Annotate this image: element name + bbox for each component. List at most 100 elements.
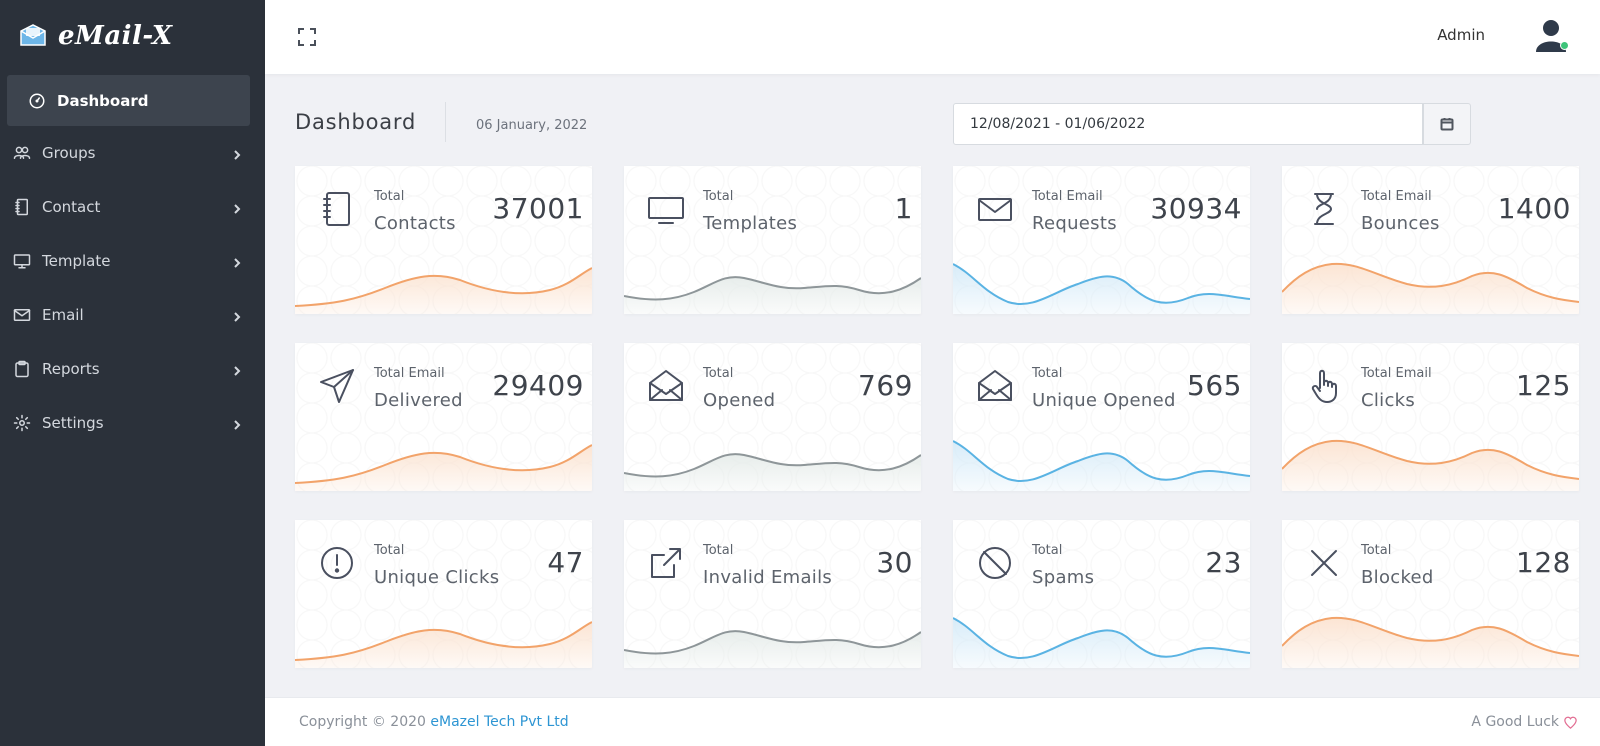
card-wave bbox=[1282, 439, 1579, 491]
envelope-icon bbox=[12, 305, 32, 325]
pointer-hand-icon bbox=[1304, 363, 1344, 409]
sidebar-item-settings[interactable]: Settings bbox=[0, 396, 265, 450]
sidebar-item-label: Groups bbox=[42, 144, 96, 162]
card-wave bbox=[624, 630, 921, 668]
external-link-icon bbox=[646, 540, 686, 586]
card-wave bbox=[624, 276, 921, 314]
logo-envelope-icon bbox=[20, 24, 46, 46]
card-caption: Total bbox=[374, 543, 405, 558]
stat-card-unique-clicks[interactable]: Total Unique Clicks 47 bbox=[295, 520, 592, 668]
stat-card-unique-opened[interactable]: Total Unique Opened 565 bbox=[953, 343, 1250, 491]
card-wave bbox=[624, 453, 921, 491]
card-value: 23 bbox=[1205, 546, 1242, 579]
stat-card-bounces[interactable]: Total Email Bounces 1400 bbox=[1282, 166, 1579, 314]
sidebar-item-dashboard[interactable]: Dashboard bbox=[7, 75, 250, 126]
card-caption: Total bbox=[703, 543, 734, 558]
calendar-button[interactable] bbox=[1423, 103, 1471, 145]
sidebar: eMail-X Dashboard Groups Contact bbox=[0, 0, 265, 746]
company-link[interactable]: eMazel Tech Pvt Ltd bbox=[430, 714, 569, 730]
card-wave bbox=[1282, 262, 1579, 314]
card-label: Requests bbox=[1032, 213, 1117, 234]
sidebar-item-groups[interactable]: Groups bbox=[0, 126, 265, 180]
card-value: 125 bbox=[1516, 369, 1571, 402]
stat-card-templates[interactable]: Total Templates 1 bbox=[624, 166, 921, 314]
sidebar-item-template[interactable]: Template bbox=[0, 234, 265, 288]
footer-right-text: A Good Luck bbox=[1471, 714, 1559, 730]
stat-card-contacts[interactable]: Total Contacts 37001 bbox=[295, 166, 592, 314]
chevron-right-icon bbox=[231, 363, 243, 376]
stat-card-clicks[interactable]: Total Email Clicks 125 bbox=[1282, 343, 1579, 491]
sidebar-item-label: Template bbox=[42, 252, 111, 270]
card-value: 1 bbox=[894, 192, 913, 225]
card-label: Contacts bbox=[374, 213, 456, 234]
sidebar-item-contact[interactable]: Contact bbox=[0, 180, 265, 234]
stat-card-blocked[interactable]: Total Blocked 128 bbox=[1282, 520, 1579, 668]
footer: Copyright © 2020 eMazel Tech Pvt Ltd A G… bbox=[265, 697, 1600, 746]
open-envelope-icon bbox=[975, 363, 1015, 409]
app-name: eMail-X bbox=[58, 21, 173, 51]
sidebar-nav: Dashboard Groups Contact Template bbox=[0, 75, 265, 450]
card-label: Bounces bbox=[1361, 213, 1440, 234]
card-caption: Total bbox=[703, 366, 734, 381]
card-wave bbox=[953, 263, 1250, 314]
card-label: Invalid Emails bbox=[703, 567, 833, 588]
card-wave bbox=[953, 440, 1250, 491]
copyright-text: Copyright © 2020 bbox=[299, 714, 431, 730]
card-caption: Total Email bbox=[1032, 189, 1103, 204]
date-range-input[interactable]: 12/08/2021 - 01/06/2022 bbox=[953, 103, 1423, 145]
fullscreen-icon[interactable] bbox=[297, 27, 317, 47]
avatar[interactable] bbox=[1532, 16, 1570, 54]
chevron-right-icon bbox=[231, 417, 243, 430]
open-envelope-icon bbox=[646, 363, 686, 409]
card-wave bbox=[295, 267, 592, 314]
gear-icon bbox=[12, 413, 32, 433]
app-logo[interactable]: eMail-X bbox=[0, 0, 265, 72]
user-name[interactable]: Admin bbox=[1437, 26, 1485, 44]
sidebar-item-reports[interactable]: Reports bbox=[0, 342, 265, 396]
sidebar-item-label: Reports bbox=[42, 360, 100, 378]
stat-card-opened[interactable]: Total Opened 769 bbox=[624, 343, 921, 491]
stat-card-delivered[interactable]: Total Email Delivered 29409 bbox=[295, 343, 592, 491]
stat-card-spams[interactable]: Total Spams 23 bbox=[953, 520, 1250, 668]
card-caption: Total bbox=[1361, 543, 1392, 558]
card-value: 47 bbox=[547, 546, 584, 579]
heart-icon bbox=[1564, 716, 1577, 729]
card-caption: Total bbox=[703, 189, 734, 204]
user-avatar-icon bbox=[1536, 20, 1566, 52]
notebook-icon bbox=[12, 197, 32, 217]
card-value: 769 bbox=[858, 369, 913, 402]
users-icon bbox=[12, 143, 32, 163]
card-value: 128 bbox=[1516, 546, 1571, 579]
sidebar-item-label: Dashboard bbox=[57, 91, 149, 110]
chevron-right-icon bbox=[231, 201, 243, 214]
page-title: Dashboard bbox=[295, 110, 417, 134]
card-label: Unique Clicks bbox=[374, 567, 500, 588]
sidebar-item-label: Contact bbox=[42, 198, 101, 216]
sidebar-item-label: Settings bbox=[42, 414, 104, 432]
card-caption: Total bbox=[1032, 366, 1063, 381]
topbar: Admin bbox=[265, 0, 1600, 74]
stat-card-invalid-emails[interactable]: Total Invalid Emails 30 bbox=[624, 520, 921, 668]
stat-card-requests[interactable]: Total Email Requests 30934 bbox=[953, 166, 1250, 314]
card-value: 565 bbox=[1187, 369, 1242, 402]
title-divider bbox=[445, 102, 446, 142]
envelope-icon bbox=[975, 186, 1015, 232]
card-caption: Total Email bbox=[1361, 189, 1432, 204]
card-wave bbox=[295, 621, 592, 668]
card-wave bbox=[1282, 616, 1579, 668]
sidebar-item-label: Email bbox=[42, 306, 84, 324]
chevron-right-icon bbox=[231, 147, 243, 160]
card-label: Templates bbox=[703, 213, 798, 234]
clipboard-icon bbox=[12, 359, 32, 379]
card-label: Opened bbox=[703, 390, 776, 411]
card-label: Blocked bbox=[1361, 567, 1434, 588]
sidebar-item-email[interactable]: Email bbox=[0, 288, 265, 342]
page-date: 06 January, 2022 bbox=[476, 118, 588, 133]
monitor-icon bbox=[12, 251, 32, 271]
card-label: Unique Opened bbox=[1032, 390, 1176, 411]
card-caption: Total Email bbox=[1361, 366, 1432, 381]
monitor-icon bbox=[646, 186, 686, 232]
card-caption: Total bbox=[1032, 543, 1063, 558]
card-caption: Total Email bbox=[374, 366, 445, 381]
chevron-right-icon bbox=[231, 309, 243, 322]
